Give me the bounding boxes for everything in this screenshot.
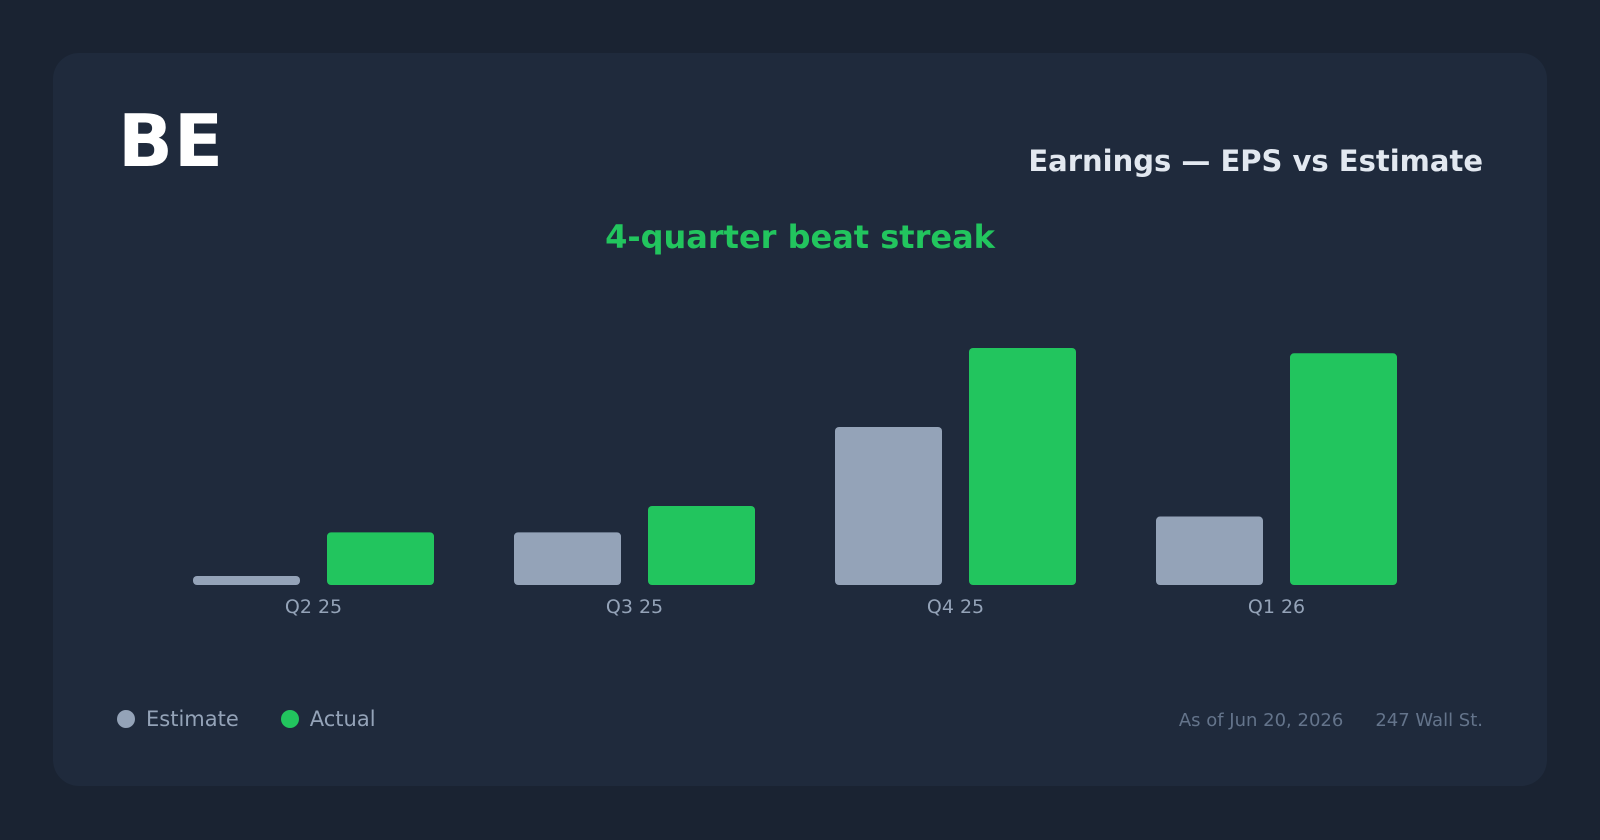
chart-title: Earnings — EPS vs Estimate xyxy=(1028,144,1483,178)
footer: As of Jun 20, 2026 247 Wall St. xyxy=(1179,710,1483,731)
legend-item-estimate: Estimate xyxy=(117,707,239,731)
estimate-swatch xyxy=(117,710,135,728)
x-tick-label: Q2 25 xyxy=(285,596,342,618)
actual-bar xyxy=(1290,353,1397,585)
actual-swatch xyxy=(280,710,299,728)
actual-bar xyxy=(327,532,434,585)
estimate-bar xyxy=(835,427,942,585)
estimate-bar xyxy=(514,532,621,585)
legend: Estimate Actual xyxy=(117,707,418,731)
x-tick-label: Q1 26 xyxy=(1248,596,1305,618)
legend-label-estimate: Estimate xyxy=(146,707,239,731)
source-label: 247 Wall St. xyxy=(1375,710,1483,731)
as-of-date: As of Jun 20, 2026 xyxy=(1178,710,1344,731)
ticker-symbol: BE xyxy=(118,99,225,183)
chart-card: BE Earnings — EPS vs Estimate 4-quarter … xyxy=(53,53,1547,786)
estimate-bar xyxy=(193,576,300,585)
legend-item-actual: Actual xyxy=(280,707,376,731)
legend-label-actual: Actual xyxy=(309,707,376,731)
actual-bar xyxy=(969,348,1076,585)
chart-subtitle: 4-quarter beat streak xyxy=(605,218,995,256)
actual-bar xyxy=(648,506,755,585)
bar-chart: Q2 25 Q3 25 Q4 25 Q1 26 xyxy=(193,348,1397,618)
x-tick-label: Q3 25 xyxy=(606,596,663,618)
estimate-bar xyxy=(1156,516,1263,585)
x-tick-label: Q4 25 xyxy=(927,596,984,618)
